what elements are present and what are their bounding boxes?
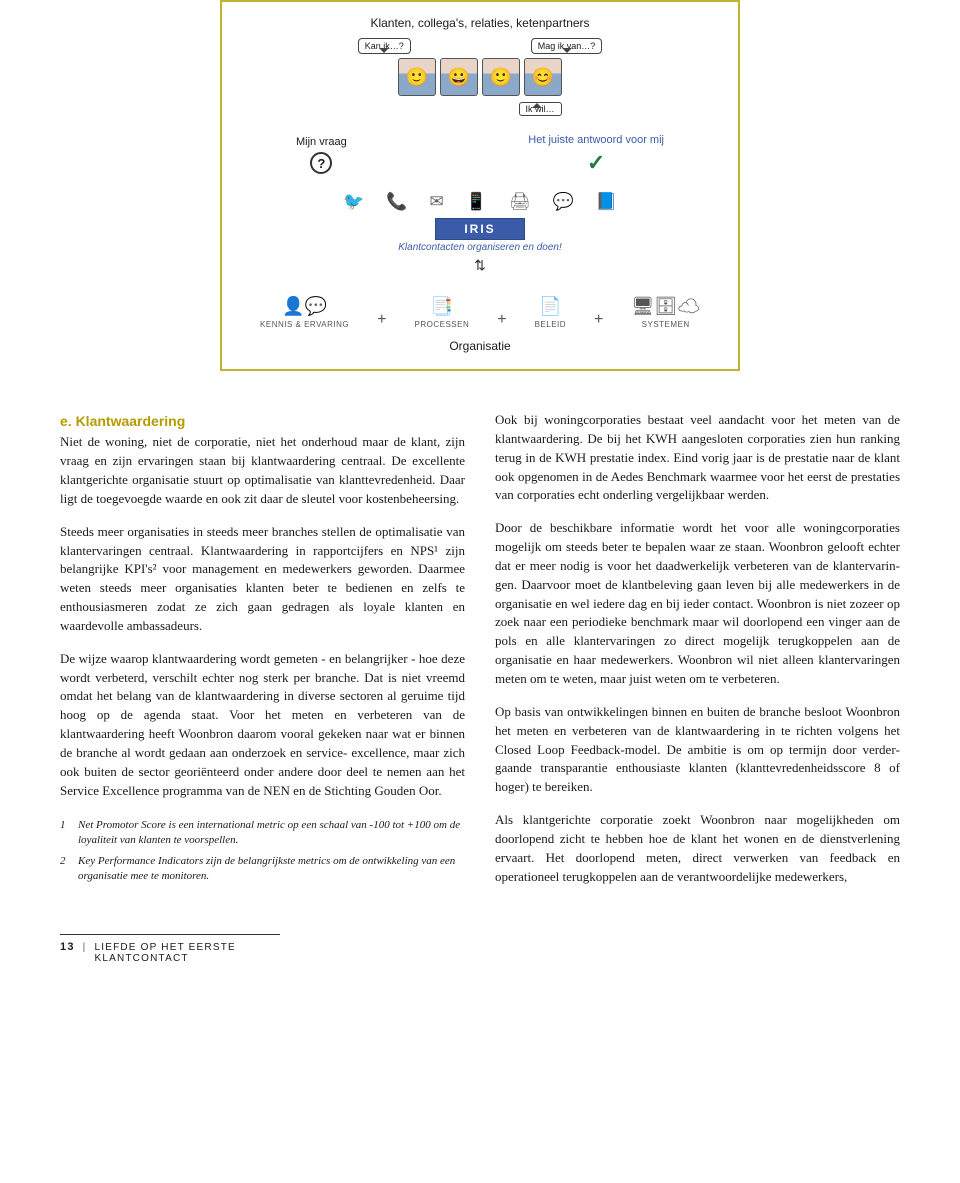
beleid-col: 📄 BELEID <box>535 296 566 329</box>
page-footer: 13 | LIEFDE OP HET EERSTE KLANTCONTACT <box>60 934 280 964</box>
footnote: 1 Net Promotor Score is een internationa… <box>60 818 465 848</box>
iris-diagram: Klanten, collega's, relaties, ketenpartn… <box>220 0 740 371</box>
processen-label: PROCESSEN <box>415 320 470 329</box>
paragraph: Door de beschikbare informatie wordt het… <box>495 519 900 689</box>
mijn-vraag-col: Mijn vraag ? <box>296 136 347 174</box>
speech-bubbles: Kan ik…? Mag ik van…? <box>236 38 724 54</box>
mid-row: Mijn vraag ? Het juiste antwoord voor mi… <box>236 116 724 182</box>
systemen-col: 🖥🗄☁ SYSTEMEN <box>631 296 700 329</box>
footnote: 2 Key Performance Indicators zijn de bel… <box>60 854 465 884</box>
double-arrow-icon: ⇅ <box>236 257 724 274</box>
bubble-left: Kan ik…? <box>358 38 411 54</box>
avatar: 🙂 <box>482 58 520 96</box>
fax-icon: 🖨 <box>509 192 531 212</box>
right-column: Ook bij woningcorporaties bestaat veel a… <box>495 411 900 900</box>
question-icon: ? <box>310 152 332 174</box>
facebook-icon: 📘 <box>596 192 617 212</box>
organisatie-label: Organisatie <box>236 339 724 353</box>
antwoord-col: Het juiste antwoord voor mij ✓ <box>528 134 664 176</box>
iris-subtitle: Klantcontacten organiseren en doen! <box>236 242 724 253</box>
body-columns: e. Klantwaardering Niet de woning, niet … <box>60 411 900 900</box>
mail-icon: ✉ <box>429 192 443 212</box>
antwoord-label: Het juiste antwoord voor mij <box>528 134 664 146</box>
avatar-row: 🙂 😀 🙂 😊 <box>236 58 724 96</box>
page-number: 13 <box>60 941 75 953</box>
footnote-text: Key Performance Indicators zijn de belan… <box>78 854 465 884</box>
footer-title: LIEFDE OP HET EERSTE KLANTCONTACT <box>94 942 280 964</box>
processen-col: 📑 PROCESSEN <box>415 296 470 329</box>
processen-icon: 📑 <box>431 296 453 317</box>
channel-icons: 🐦 📞 ✉ 📱 🖨 💬 📘 <box>236 192 724 212</box>
footnotes: 1 Net Promotor Score is een internationa… <box>60 818 465 883</box>
footnote-text: Net Promotor Score is een international … <box>78 818 465 848</box>
footnote-num: 1 <box>60 818 70 848</box>
beleid-label: BELEID <box>535 320 566 329</box>
systemen-icon: 🖥🗄☁ <box>631 296 700 317</box>
kennis-col: 👤💬 KENNIS & ERVARING <box>260 296 349 329</box>
avatar: 🙂 <box>398 58 436 96</box>
plus-icon: + <box>497 311 506 329</box>
bubble-under: Ik wil… <box>519 102 562 116</box>
paragraph: Op basis van ontwikkelingen binnen en bu… <box>495 703 900 797</box>
kennis-icon: 👤💬 <box>282 296 327 317</box>
page: Klanten, collega's, relaties, ketenpartn… <box>0 0 960 994</box>
iris-button: IRIS <box>435 218 524 240</box>
mobile-icon: 📱 <box>466 192 487 212</box>
avatar: 😀 <box>440 58 478 96</box>
paragraph: Ook bij woningcorporaties bestaat veel a… <box>495 411 900 505</box>
left-column: e. Klantwaardering Niet de woning, niet … <box>60 411 465 900</box>
twitter-icon: 🐦 <box>343 192 364 212</box>
chat-icon: 💬 <box>553 192 574 212</box>
plus-icon: + <box>594 311 603 329</box>
plus-icon: + <box>377 311 386 329</box>
paragraph: Niet de woning, niet de corporatie, niet… <box>60 433 465 508</box>
bubble-right: Mag ik van…? <box>531 38 603 54</box>
avatar: 😊 <box>524 58 562 96</box>
phone-icon: 📞 <box>386 192 407 212</box>
check-icon: ✓ <box>587 150 605 176</box>
kennis-label: KENNIS & ERVARING <box>260 320 349 329</box>
paragraph: De wijze waarop klantwaardering wordt ge… <box>60 650 465 801</box>
under-bubble-row: Ik wil… <box>236 102 724 116</box>
mijn-vraag-label: Mijn vraag <box>296 136 347 148</box>
paragraph: Steeds meer organisaties in steeds meer … <box>60 523 465 636</box>
bottom-row: 👤💬 KENNIS & ERVARING + 📑 PROCESSEN + 📄 B… <box>236 296 724 329</box>
footer-separator: | <box>83 942 87 953</box>
beleid-icon: 📄 <box>539 296 561 317</box>
footnote-num: 2 <box>60 854 70 884</box>
paragraph: Als klantgerichte corporatie zoekt Woonb… <box>495 811 900 886</box>
systemen-label: SYSTEMEN <box>642 320 690 329</box>
section-heading: e. Klantwaardering <box>60 411 465 431</box>
diagram-title: Klanten, collega's, relaties, ketenpartn… <box>236 16 724 30</box>
